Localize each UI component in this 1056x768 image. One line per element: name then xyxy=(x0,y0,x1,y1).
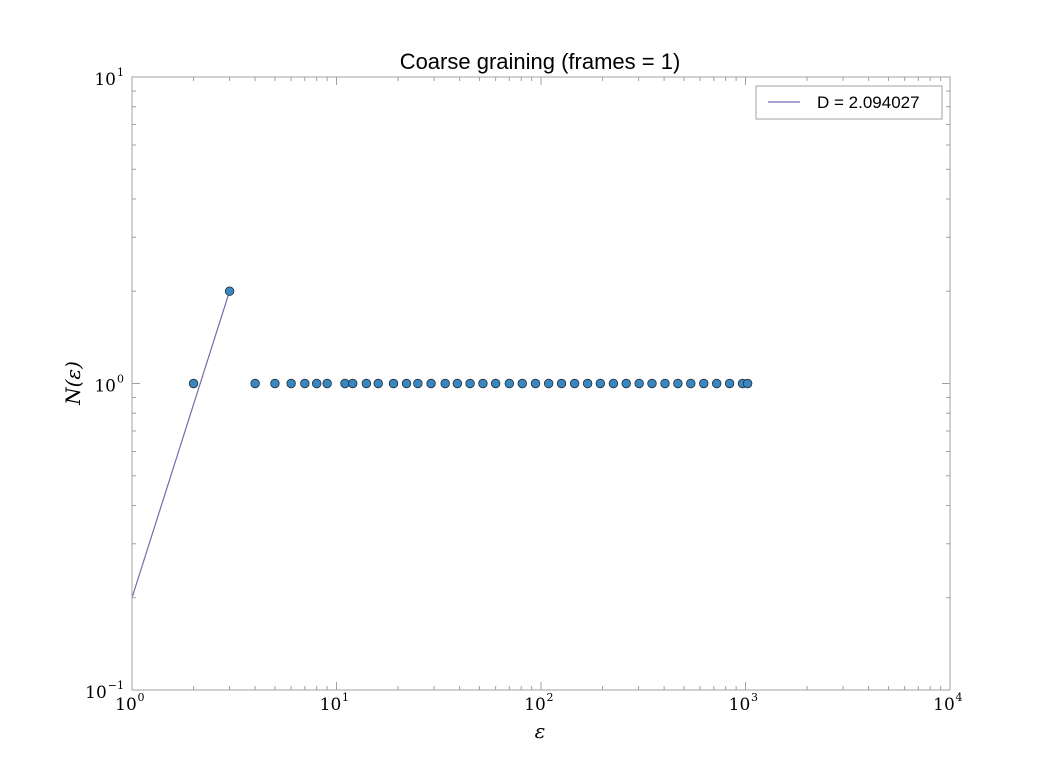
y-tick-exponent: 0 xyxy=(117,373,124,386)
y-tick-exponent: −1 xyxy=(108,679,124,692)
data-point xyxy=(311,378,322,389)
x-tick-exponent: 1 xyxy=(342,691,349,704)
data-point xyxy=(373,378,383,389)
data-point xyxy=(595,378,606,389)
y-tick-label: 10 xyxy=(85,683,107,703)
data-point xyxy=(517,378,527,389)
x-axis-ticks: 10 0 10 1 10 2 10 3 10 4 xyxy=(115,77,963,715)
x-tick-exponent: 4 xyxy=(956,691,963,704)
y-tick-label: 10 xyxy=(94,70,116,90)
data-point xyxy=(582,378,593,389)
data-point xyxy=(388,378,399,389)
data-point xyxy=(270,378,280,389)
x-tick-label: 10 xyxy=(320,695,342,715)
data-point xyxy=(347,378,358,389)
y-tick-label: 10 xyxy=(94,377,116,397)
data-point xyxy=(300,378,310,389)
data-point xyxy=(556,378,567,389)
x-tick-exponent: 3 xyxy=(751,691,758,704)
x-tick-exponent: 2 xyxy=(547,691,554,704)
data-point xyxy=(465,378,475,389)
data-point xyxy=(286,378,296,389)
x-tick-label: 10 xyxy=(933,695,955,715)
data-point xyxy=(440,378,450,389)
data-point xyxy=(478,378,488,389)
x-tick-exponent: 0 xyxy=(138,691,145,704)
data-point xyxy=(452,378,463,389)
x-tick-label: 10 xyxy=(729,695,751,715)
data-point xyxy=(660,378,670,389)
x-tick-label: 10 xyxy=(524,695,546,715)
data-point xyxy=(569,378,580,389)
data-point xyxy=(634,378,644,389)
data-point xyxy=(711,378,722,389)
data-point xyxy=(340,378,350,389)
data-point xyxy=(322,378,332,389)
data-point xyxy=(673,378,683,389)
fit-line xyxy=(132,291,231,598)
data-point xyxy=(724,378,735,389)
plot-area xyxy=(132,286,753,598)
data-point xyxy=(188,378,199,389)
data-point xyxy=(530,378,541,389)
data-point xyxy=(250,378,260,389)
data-point xyxy=(608,378,619,389)
data-point xyxy=(490,378,501,389)
data-point xyxy=(224,286,235,296)
data-point xyxy=(686,378,696,389)
data-point xyxy=(361,378,372,389)
legend: D = 2.094027 xyxy=(755,85,943,120)
data-point xyxy=(426,378,436,389)
x-axis-label: ε xyxy=(535,719,546,743)
data-point xyxy=(699,378,709,389)
data-point xyxy=(742,378,753,389)
legend-label: D = 2.094027 xyxy=(817,93,920,112)
data-point xyxy=(401,378,412,389)
chart-title: Coarse graining (frames = 1) xyxy=(400,49,681,74)
data-point xyxy=(413,378,423,389)
data-point xyxy=(543,378,554,389)
y-tick-exponent: 1 xyxy=(117,66,124,79)
x-tick-label: 10 xyxy=(115,695,137,715)
data-point xyxy=(621,378,631,389)
y-axis-label: N(ε) xyxy=(61,361,85,406)
data-point xyxy=(504,378,515,389)
data-point xyxy=(647,378,657,389)
